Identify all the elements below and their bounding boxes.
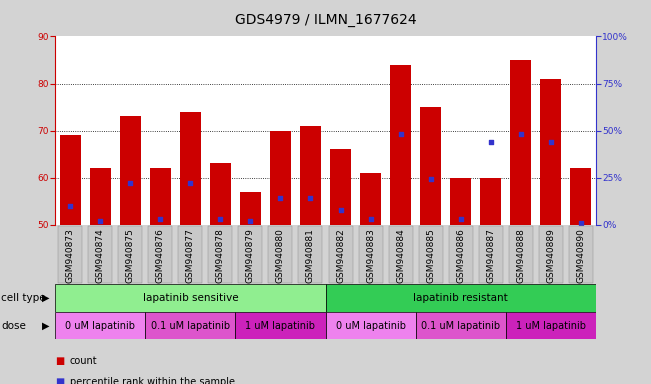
Text: 0.1 uM lapatinib: 0.1 uM lapatinib [421, 321, 500, 331]
Text: lapatinib sensitive: lapatinib sensitive [143, 293, 238, 303]
Bar [480, 178, 501, 225]
Point [95, 218, 105, 224]
Point [186, 180, 196, 186]
Bar [60, 135, 81, 225]
FancyBboxPatch shape [389, 226, 413, 283]
FancyBboxPatch shape [449, 226, 473, 283]
Text: GSM940888: GSM940888 [516, 228, 525, 283]
FancyBboxPatch shape [478, 226, 503, 283]
FancyBboxPatch shape [569, 226, 592, 283]
Text: 0 uM lapatinib: 0 uM lapatinib [65, 321, 135, 331]
FancyBboxPatch shape [145, 312, 236, 339]
Point [215, 216, 226, 222]
Point [125, 180, 135, 186]
Bar [150, 168, 171, 225]
Bar [420, 107, 441, 225]
FancyBboxPatch shape [419, 226, 443, 283]
Bar [240, 192, 261, 225]
Text: GSM940873: GSM940873 [66, 228, 75, 283]
Text: GSM940878: GSM940878 [216, 228, 225, 283]
Point [155, 216, 165, 222]
FancyBboxPatch shape [208, 226, 232, 283]
FancyBboxPatch shape [118, 226, 143, 283]
FancyBboxPatch shape [59, 226, 82, 283]
Bar [300, 126, 321, 225]
Text: percentile rank within the sample: percentile rank within the sample [70, 377, 234, 384]
FancyBboxPatch shape [508, 226, 533, 283]
FancyBboxPatch shape [55, 312, 145, 339]
FancyBboxPatch shape [326, 284, 596, 312]
Text: count: count [70, 356, 97, 366]
Text: GSM940881: GSM940881 [306, 228, 315, 283]
Text: ■: ■ [55, 356, 64, 366]
FancyBboxPatch shape [329, 226, 353, 283]
Bar [450, 178, 471, 225]
Point [275, 195, 286, 201]
Bar [510, 60, 531, 225]
Point [65, 203, 76, 209]
FancyBboxPatch shape [238, 226, 262, 283]
Bar [90, 168, 111, 225]
Text: GSM940874: GSM940874 [96, 228, 105, 283]
Point [425, 176, 436, 182]
Text: GSM940876: GSM940876 [156, 228, 165, 283]
FancyBboxPatch shape [415, 312, 506, 339]
Point [486, 139, 496, 145]
FancyBboxPatch shape [359, 226, 383, 283]
FancyBboxPatch shape [268, 226, 292, 283]
Bar [330, 149, 351, 225]
Text: GSM940879: GSM940879 [246, 228, 255, 283]
Point [395, 131, 406, 137]
Text: GSM940884: GSM940884 [396, 228, 405, 283]
FancyBboxPatch shape [236, 312, 326, 339]
Text: lapatinib resistant: lapatinib resistant [413, 293, 508, 303]
FancyBboxPatch shape [326, 312, 415, 339]
FancyBboxPatch shape [538, 226, 562, 283]
Text: GSM940883: GSM940883 [366, 228, 375, 283]
Text: dose: dose [1, 321, 26, 331]
FancyBboxPatch shape [506, 312, 596, 339]
Point [456, 216, 466, 222]
Text: GSM940885: GSM940885 [426, 228, 435, 283]
Text: GSM940877: GSM940877 [186, 228, 195, 283]
Point [516, 131, 526, 137]
FancyBboxPatch shape [298, 226, 322, 283]
Text: GSM940887: GSM940887 [486, 228, 495, 283]
Point [305, 195, 316, 201]
Bar [120, 116, 141, 225]
Bar [570, 168, 591, 225]
Bar [210, 164, 231, 225]
Text: GSM940890: GSM940890 [576, 228, 585, 283]
Point [245, 218, 256, 224]
Text: 0.1 uM lapatinib: 0.1 uM lapatinib [151, 321, 230, 331]
Bar [180, 112, 201, 225]
Text: GSM940875: GSM940875 [126, 228, 135, 283]
FancyBboxPatch shape [178, 226, 202, 283]
Bar [270, 131, 291, 225]
Bar [540, 79, 561, 225]
Text: cell type: cell type [1, 293, 46, 303]
FancyBboxPatch shape [55, 284, 325, 312]
FancyBboxPatch shape [148, 226, 173, 283]
Point [335, 207, 346, 213]
Text: 0 uM lapatinib: 0 uM lapatinib [335, 321, 406, 331]
Bar [390, 65, 411, 225]
Text: ▶: ▶ [42, 321, 49, 331]
Text: GSM940889: GSM940889 [546, 228, 555, 283]
Text: 1 uM lapatinib: 1 uM lapatinib [516, 321, 586, 331]
Text: GSM940882: GSM940882 [336, 228, 345, 283]
Text: 1 uM lapatinib: 1 uM lapatinib [245, 321, 316, 331]
Text: ▶: ▶ [42, 293, 49, 303]
Point [546, 139, 556, 145]
Text: GDS4979 / ILMN_1677624: GDS4979 / ILMN_1677624 [235, 13, 416, 27]
Text: GSM940886: GSM940886 [456, 228, 465, 283]
FancyBboxPatch shape [89, 226, 113, 283]
Text: ■: ■ [55, 377, 64, 384]
Point [575, 220, 586, 226]
Point [365, 216, 376, 222]
Text: GSM940880: GSM940880 [276, 228, 285, 283]
Bar [360, 173, 381, 225]
